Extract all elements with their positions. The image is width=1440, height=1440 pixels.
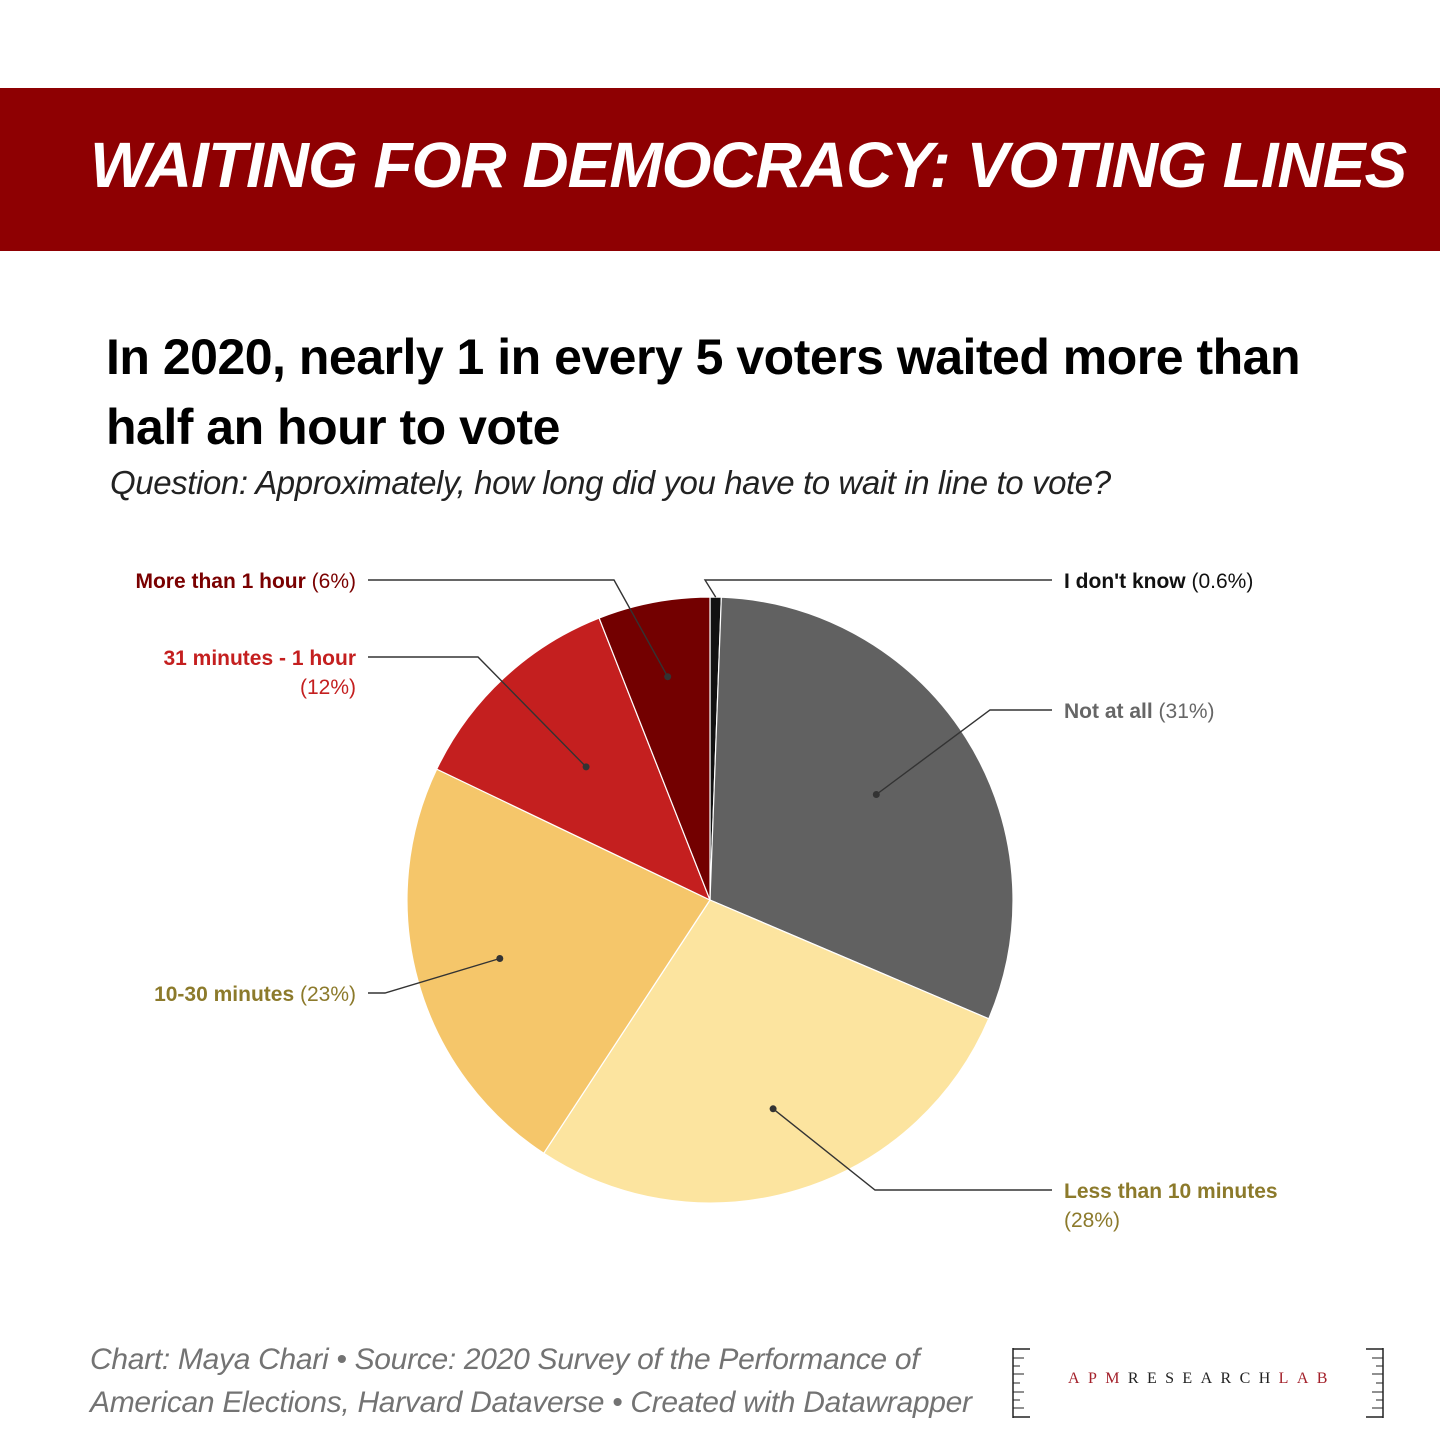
logo-apm: APM [1068,1370,1128,1387]
slice-label-value: (23%) [294,983,356,1006]
leader-line-gt60 [368,579,669,678]
banner-title: WAITING FOR DEMOCRACY: VOTING LINES [90,129,1407,201]
pie-slice-not-at-all [709,596,1014,1020]
apm-research-lab-logo: APMRESEARCHLAB [1010,1344,1400,1420]
label-dot-lt10 [769,1105,777,1113]
slice-label-gt60: More than 1 hour (6%) [135,570,356,593]
slice-label-name: I don't know [1064,570,1186,593]
label-dot-gt60 [664,673,672,681]
leader-line-10-30 [368,957,501,994]
slice-label-value: (6%) [306,570,356,593]
logo-research: RESEARCH [1127,1370,1279,1387]
leader-line-lt10 [772,1108,1052,1191]
slice-label-31-60: 31 minutes - 1 hour (12%) [163,647,356,699]
leader-line-idk [703,579,1052,598]
slice-label-name: Less than 10 minutes [1064,1180,1278,1203]
slice-label-value: (0.6%) [1186,570,1254,593]
logo-lab: LAB [1278,1370,1336,1387]
chart-credit: Chart: Maya Chari • Source: 2020 Survey … [90,1343,972,1419]
label-dot-31-60 [582,763,590,771]
title-banner [0,88,1440,251]
slice-label-lt10: Less than 10 minutes (28%) [1064,1180,1278,1232]
logo-right-ruler-icon [1366,1348,1384,1418]
leader-line-31-60 [368,656,587,768]
chart-headline: In 2020, nearly 1 in every 5 voters wait… [106,329,1301,455]
slice-label-name: More than 1 hour [135,570,305,593]
slice-label-name: Not at all [1064,700,1153,723]
slice-label-10-30: 10-30 minutes (23%) [154,983,356,1006]
pie-slice-10-30 [406,768,711,1155]
slice-label-value: (31%) [1153,700,1215,723]
slice-label-value: (28%) [1064,1209,1120,1232]
pie-slice-gt60 [598,596,711,901]
label-dot-not-at-all [872,791,880,798]
pie-slice-lt10 [542,899,990,1204]
slice-label-value: (12%) [300,676,356,699]
slice-label-not-at-all: Not at all (31%) [1064,700,1215,723]
slice-label-name: 10-30 minutes [154,983,294,1006]
leader-line-not-at-all [875,709,1052,796]
logo-wordmark: APMRESEARCHLAB [1068,1370,1336,1388]
logo-left-ruler-icon [1012,1348,1030,1418]
slice-label-name: 31 minutes - 1 hour [163,647,356,670]
chart-subtitle: Question: Approximately, how long did yo… [110,464,1111,501]
label-dot-10-30 [496,955,504,962]
slice-label-idk: I don't know (0.6%) [1064,570,1253,593]
pie-slice-31-60 [435,617,712,902]
